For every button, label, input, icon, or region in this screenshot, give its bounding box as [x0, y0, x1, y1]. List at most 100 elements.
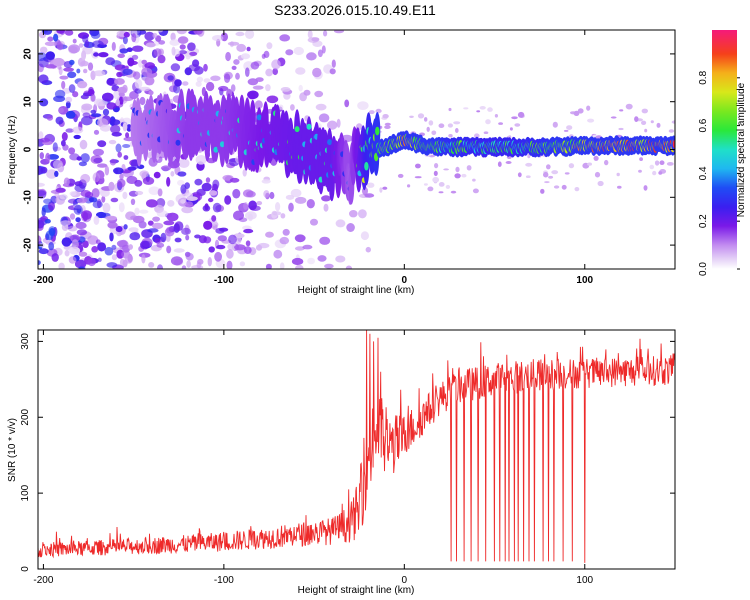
spectrogram-noise-cell [174, 79, 182, 87]
spectrogram-noise-cell [130, 198, 136, 205]
spectrogram-noise-cell [39, 98, 49, 107]
spectrogram-noise-cell [111, 254, 118, 261]
spectrogram-noise-cell [178, 50, 187, 55]
spectrogram-noise-cell [553, 185, 560, 189]
spectrogram-noise-cell [344, 99, 350, 108]
spectrogram-noise-cell [314, 90, 324, 98]
spectrogram-noise-cell [307, 30, 313, 39]
spectrogram-noise-cell [617, 185, 622, 189]
spectrogram-noise-cell [566, 125, 573, 130]
spectrogram-noise-cell [299, 92, 307, 102]
spectrogram-noise-cell [196, 76, 204, 83]
spectrogram-noise-cell [107, 221, 118, 229]
colorbar-gradient [712, 30, 737, 269]
spectrogram-noise-cell [230, 84, 236, 92]
spectrogram-noise-cell [160, 165, 172, 171]
spectrogram-noise-cell [485, 119, 491, 125]
spectrogram-noise-cell [38, 52, 48, 62]
spectrogram-noise-cell [181, 206, 194, 214]
y-tick-label: 100 [20, 484, 31, 501]
spectrogram-noise-cell [175, 194, 187, 204]
spectrogram-noise-cell [644, 128, 648, 133]
spectrogram-noise-cell [319, 236, 331, 245]
spectrogram-noise-cell [105, 57, 116, 66]
spectrogram-noise-cell [302, 244, 313, 250]
spectrogram-noise-cell [126, 176, 138, 184]
y-tick-label: 200 [20, 408, 31, 425]
spectrogram-noise-cell [265, 263, 272, 269]
snr-ylabel: SNR (10 * v/v) [7, 418, 18, 482]
spectrogram-noise-cell [91, 113, 102, 118]
colorbar-tick-label: 0.0 [698, 262, 709, 276]
spectrogram-noise-cell [321, 45, 326, 54]
spectrogram-noise-cell [87, 257, 96, 267]
spectrogram-noise-cell [247, 90, 259, 100]
spectrogram-noise-cell [294, 234, 306, 243]
spectrogram-noise-cell [331, 59, 336, 68]
spectrogram-noise-cell [110, 124, 121, 134]
spectrogram-noise-cell [461, 173, 467, 178]
spectrogram-noise-cell [78, 43, 84, 48]
spectrogram-noise-cell [38, 182, 45, 187]
spectrogram-noise-cell [111, 85, 120, 92]
spectrogram-noise-cell [101, 195, 106, 203]
spectrogram-noise-cell [298, 84, 303, 92]
spectrogram-noise-cell [234, 244, 246, 251]
spectrogram-noise-cell [140, 240, 150, 250]
spectrogram-noise-cell [245, 240, 251, 247]
spectrogram-noise-cell [358, 209, 367, 219]
spectrogram-noise-cell [209, 190, 218, 196]
spectrogram-noise-cell [246, 190, 256, 198]
spectrogram-noise-cell [433, 170, 438, 176]
spectrogram-noise-cell [131, 33, 137, 43]
spectrogram-noise-cell [525, 175, 531, 178]
spectrogram-noise-cell [431, 130, 437, 136]
spectrogram-noise-cell [109, 158, 117, 166]
spectrogram-noise-cell [123, 31, 130, 38]
spectrogram-noise-cell [119, 173, 124, 180]
spectrogram-noise-cell [336, 118, 341, 128]
spectrogram-noise-cell [239, 261, 246, 267]
spectrogram-noise-cell [269, 191, 275, 200]
spectrogram-noise-cell [540, 188, 545, 194]
spectrogram-noise-cell [52, 57, 65, 67]
spectrogram-noise-cell [122, 96, 134, 102]
spectrogram-noise-cell [111, 41, 116, 51]
spectrogram-xlabel: Height of straight line (km) [298, 285, 415, 296]
spectrogram-noise-cell [75, 221, 87, 230]
spectrogram-noise-cell [122, 36, 128, 45]
spectrogram-noise-cell [185, 234, 190, 241]
spectrogram-noise-cell [87, 235, 99, 245]
spectrogram-noise-cell [409, 115, 414, 119]
spectrogram-noise-cell [212, 179, 220, 190]
spectrogram-noise-cell [114, 78, 125, 85]
spectrogram-noise-cell [527, 153, 531, 159]
spectrogram-noise-cell [197, 258, 204, 265]
spectrogram-noise-cell [306, 52, 317, 61]
spectrogram-noise-cell [158, 40, 166, 45]
spectrogram-noise-cell [50, 195, 58, 204]
spectrogram-noise-cell [44, 218, 51, 224]
spectrogram-noise-cell [48, 242, 55, 251]
spectrogram-noise-cell [72, 38, 77, 44]
spectrogram-ridge-core [175, 139, 181, 146]
spectrogram-noise-cell [202, 205, 211, 212]
spectrogram-noise-cell [141, 59, 147, 65]
spectrogram-noise-cell [638, 169, 642, 173]
spectrogram-noise-cell [108, 139, 117, 145]
spectrogram-noise-cell [58, 107, 64, 114]
spectrogram-noise-cell [170, 63, 181, 72]
spectrogram-noise-cell [654, 160, 660, 166]
spectrogram-noise-cell [123, 224, 128, 230]
spectrogram-noise-cell [39, 152, 44, 160]
spectrogram-noise-cell [438, 182, 445, 187]
spectrogram-noise-cell [649, 164, 655, 170]
spectrogram-noise-cell [226, 260, 233, 269]
spectrogram-noise-cell [357, 101, 369, 110]
spectrogram-noise-cell [62, 144, 69, 151]
spectrogram-noise-cell [90, 31, 101, 39]
spectrogram-noise-cell [98, 52, 109, 58]
spectrogram-noise-cell [97, 242, 107, 252]
spectrogram-noise-cell [144, 31, 155, 41]
